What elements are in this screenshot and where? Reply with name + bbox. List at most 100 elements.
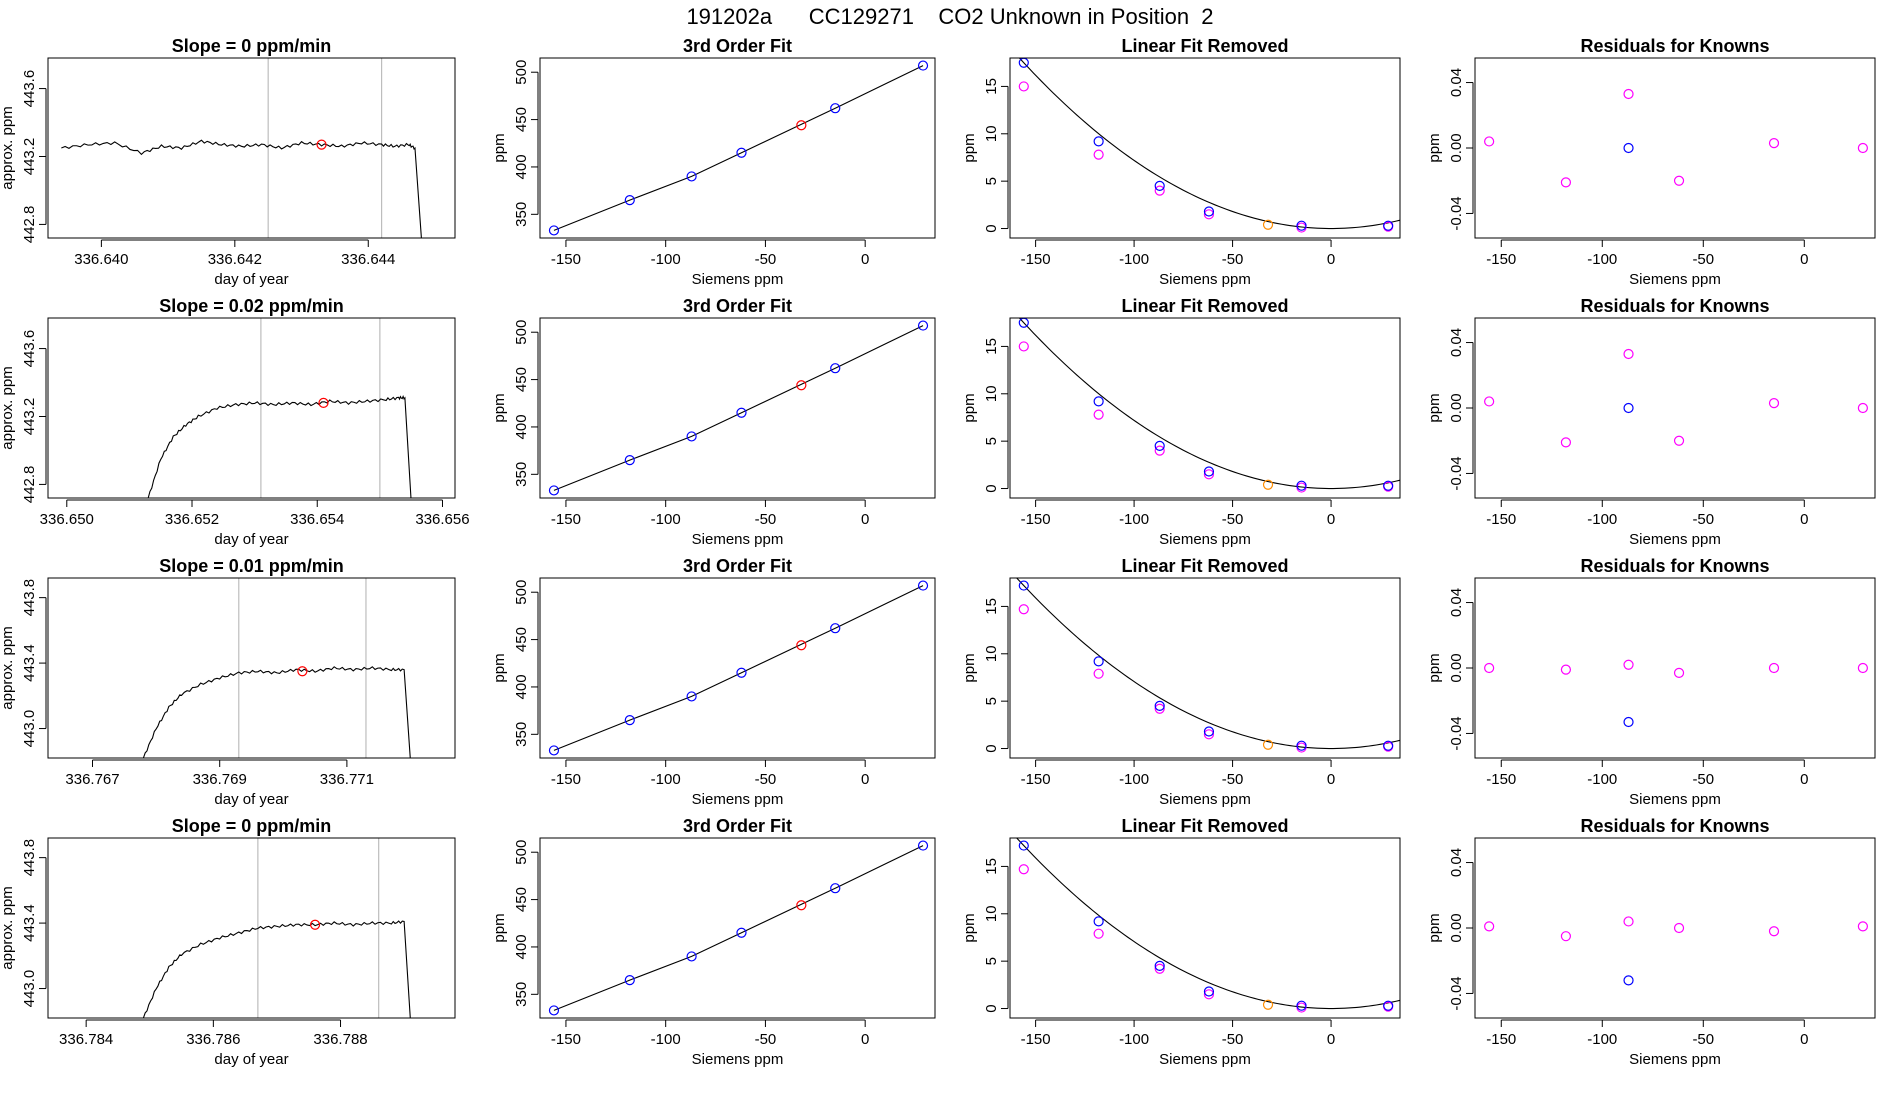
known-standard-point bbox=[1296, 220, 1307, 231]
residual-point bbox=[1560, 177, 1572, 188]
y-tick-label: 442.8 bbox=[21, 206, 38, 244]
known-standard-point bbox=[917, 580, 929, 591]
known-standard-point bbox=[1018, 840, 1029, 851]
y-axis-label: ppm bbox=[1426, 393, 1443, 422]
plot-area bbox=[548, 60, 929, 236]
x-tick-label: 336.788 bbox=[313, 1031, 367, 1048]
concentration-trace bbox=[61, 139, 422, 238]
plot-frame bbox=[539, 577, 936, 759]
y-tick-label: 442.8 bbox=[21, 466, 38, 504]
x-tick-label: 0 bbox=[1800, 511, 1808, 528]
y-axis-label: ppm bbox=[961, 393, 978, 422]
plot-area bbox=[1015, 838, 1400, 1013]
known-standard-point bbox=[624, 195, 635, 206]
known-standard-point bbox=[1154, 960, 1165, 971]
y-axis-label: approx. ppm bbox=[0, 106, 16, 189]
x-tick-label: 0 bbox=[1327, 771, 1335, 788]
fit-point bbox=[1093, 149, 1104, 160]
known-standard-point bbox=[736, 407, 747, 418]
y-tick-label: -0.04 bbox=[1448, 196, 1465, 230]
residual-point bbox=[1484, 396, 1495, 407]
unknown-point bbox=[1262, 999, 1274, 1010]
known-standard-point bbox=[1383, 1000, 1394, 1011]
fit-point bbox=[1018, 604, 1029, 615]
fit-point bbox=[1018, 341, 1029, 352]
panel-r4-c4: Residuals for Knowns -150 -100 -50 0 -0.04 0.0… bbox=[1426, 816, 1876, 1068]
page-title: 191202a CC129271 CO2 Unknown in Position… bbox=[686, 4, 1214, 29]
fit-curve bbox=[553, 585, 924, 751]
known-standard-point bbox=[736, 667, 747, 678]
fit-curve bbox=[553, 845, 924, 1011]
residual-point bbox=[1560, 664, 1572, 675]
y-tick-label: 450 bbox=[513, 887, 530, 912]
x-axis-label: Siemens ppm bbox=[1159, 1051, 1251, 1068]
y-axis-label: ppm bbox=[961, 133, 978, 162]
x-tick-label: 336.784 bbox=[59, 1031, 113, 1048]
concentration-trace bbox=[147, 394, 412, 498]
residual-fit-curve bbox=[1015, 578, 1400, 750]
plot-frame bbox=[1009, 317, 1401, 499]
panel-r3-c2: 3rd Order Fit -150 -100 -50 0 350 400 450 500 Sie… bbox=[491, 556, 936, 808]
fit-point bbox=[1093, 409, 1104, 420]
y-axis-label: approx. ppm bbox=[0, 886, 16, 969]
plot-frame bbox=[1009, 837, 1401, 1019]
plot-area bbox=[142, 838, 411, 1018]
panel-r4-c1: Slope = 0 ppm/min 336.784 336.786 336.788 44… bbox=[0, 816, 456, 1068]
known-residual-point bbox=[1623, 402, 1634, 414]
known-standard-point bbox=[548, 485, 560, 496]
known-standard-point bbox=[1203, 726, 1215, 737]
fit-point bbox=[1154, 445, 1165, 456]
y-tick-label: 15 bbox=[983, 598, 1000, 615]
known-standard-point bbox=[548, 745, 560, 756]
panel-title: Slope = 0.01 ppm/min bbox=[159, 556, 344, 576]
x-tick-label: 336.769 bbox=[193, 771, 247, 788]
y-tick-label: 443.0 bbox=[21, 970, 38, 1008]
x-tick-label: -50 bbox=[1222, 771, 1244, 788]
y-tick-label: 500 bbox=[513, 840, 530, 865]
known-standard-point bbox=[917, 320, 929, 331]
x-axis-label: Siemens ppm bbox=[1159, 531, 1251, 548]
x-tick-label: -100 bbox=[651, 771, 681, 788]
x-tick-label: -150 bbox=[1021, 771, 1051, 788]
known-standard-point bbox=[686, 171, 697, 182]
x-axis-label: day of year bbox=[214, 791, 288, 808]
x-tick-label: -150 bbox=[551, 771, 581, 788]
panel-r4-c3: Linear Fit Removed -150 -100 -50 0 0 5 10 15 Siem… bbox=[961, 816, 1401, 1068]
x-tick-label: 336.650 bbox=[40, 511, 94, 528]
y-tick-label: 0.00 bbox=[1448, 393, 1465, 422]
known-standard-point bbox=[736, 147, 747, 158]
concentration-trace bbox=[142, 666, 411, 758]
x-tick-label: 336.654 bbox=[290, 511, 344, 528]
unknown-point bbox=[1262, 219, 1274, 230]
y-tick-label: 443.6 bbox=[21, 70, 38, 108]
y-axis-label: ppm bbox=[1426, 913, 1443, 942]
x-tick-label: -100 bbox=[651, 1031, 681, 1048]
plot-frame bbox=[47, 837, 456, 1019]
plot-area bbox=[1484, 348, 1868, 448]
residual-fit-curve bbox=[1018, 58, 1400, 230]
x-tick-label: 336.767 bbox=[65, 771, 119, 788]
known-standard-point bbox=[1018, 580, 1029, 591]
y-tick-label: 0.04 bbox=[1448, 68, 1465, 97]
x-tick-label: -50 bbox=[1222, 511, 1244, 528]
y-tick-label: 350 bbox=[513, 202, 530, 227]
known-standard-point bbox=[686, 951, 697, 962]
residual-fit-curve bbox=[1018, 318, 1400, 490]
y-tick-label: 0 bbox=[983, 744, 1000, 752]
y-tick-label: 15 bbox=[983, 78, 1000, 95]
known-standard-point bbox=[1093, 136, 1104, 147]
unknown-point bbox=[796, 640, 807, 651]
fit-point bbox=[1018, 81, 1029, 92]
x-tick-label: -100 bbox=[1587, 771, 1617, 788]
y-tick-label: 443.0 bbox=[21, 710, 38, 748]
plot-area bbox=[61, 58, 422, 238]
y-tick-label: 443.6 bbox=[21, 330, 38, 368]
y-tick-label: 0.04 bbox=[1448, 328, 1465, 357]
known-standard-point bbox=[1093, 396, 1104, 407]
y-tick-label: 350 bbox=[513, 982, 530, 1007]
panel-title: Residuals for Knowns bbox=[1580, 296, 1769, 316]
panel-title: Linear Fit Removed bbox=[1121, 296, 1288, 316]
plot-frame bbox=[1474, 577, 1876, 759]
panel-title: Residuals for Knowns bbox=[1580, 36, 1769, 56]
known-standard-point bbox=[1154, 180, 1165, 191]
